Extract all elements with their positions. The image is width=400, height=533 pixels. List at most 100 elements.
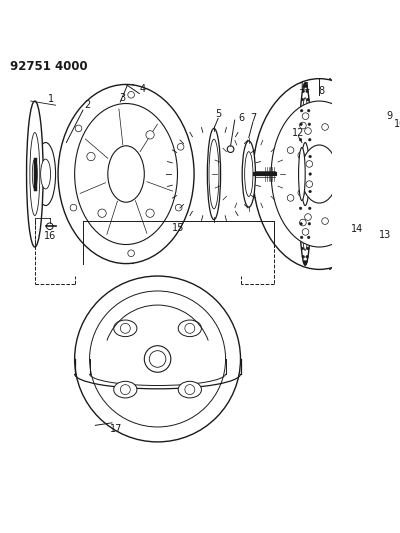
Circle shape (300, 219, 306, 226)
Circle shape (308, 223, 310, 225)
Circle shape (304, 262, 306, 265)
Circle shape (144, 346, 171, 372)
Ellipse shape (30, 133, 40, 215)
Text: 6: 6 (238, 112, 244, 123)
Text: 9: 9 (386, 111, 392, 121)
Circle shape (128, 250, 134, 256)
Ellipse shape (245, 151, 253, 197)
Text: 17: 17 (110, 424, 122, 434)
Circle shape (185, 324, 195, 333)
Circle shape (306, 255, 308, 258)
Circle shape (306, 160, 312, 167)
Circle shape (75, 125, 82, 132)
Ellipse shape (324, 79, 337, 269)
Circle shape (120, 324, 130, 333)
Circle shape (299, 190, 302, 193)
Circle shape (309, 155, 311, 158)
Circle shape (287, 147, 294, 154)
Circle shape (347, 155, 354, 161)
Circle shape (299, 155, 302, 158)
Circle shape (227, 146, 234, 152)
Ellipse shape (242, 141, 256, 207)
Text: 92751 4000: 92751 4000 (10, 60, 88, 74)
Ellipse shape (271, 101, 367, 247)
Ellipse shape (178, 381, 202, 398)
Ellipse shape (300, 98, 310, 251)
Circle shape (185, 385, 195, 394)
Ellipse shape (178, 320, 202, 337)
Ellipse shape (366, 156, 390, 192)
Text: 4: 4 (140, 84, 146, 94)
Circle shape (302, 90, 304, 93)
Circle shape (300, 122, 306, 129)
Circle shape (70, 204, 77, 211)
Circle shape (301, 247, 304, 250)
Circle shape (75, 276, 240, 442)
Ellipse shape (301, 145, 338, 203)
Circle shape (299, 173, 302, 175)
Circle shape (90, 291, 226, 427)
Circle shape (299, 207, 302, 209)
Circle shape (375, 154, 383, 161)
Circle shape (309, 173, 312, 175)
Ellipse shape (26, 101, 43, 247)
Circle shape (308, 123, 310, 125)
Circle shape (301, 98, 304, 101)
Circle shape (300, 223, 302, 225)
Ellipse shape (298, 148, 305, 200)
Ellipse shape (298, 83, 312, 265)
Text: 5: 5 (215, 109, 221, 119)
Ellipse shape (108, 146, 144, 202)
Circle shape (299, 139, 302, 141)
Text: 7: 7 (250, 112, 256, 123)
Text: 1: 1 (48, 94, 54, 104)
Ellipse shape (336, 148, 372, 200)
Circle shape (303, 261, 306, 263)
Circle shape (287, 195, 294, 201)
Circle shape (322, 218, 328, 224)
Circle shape (307, 98, 309, 101)
Circle shape (305, 85, 308, 87)
Text: 11: 11 (299, 82, 311, 92)
Ellipse shape (253, 79, 386, 269)
Circle shape (87, 152, 95, 160)
Circle shape (302, 113, 309, 119)
Ellipse shape (357, 157, 376, 191)
Circle shape (345, 195, 351, 201)
Ellipse shape (41, 159, 50, 189)
Circle shape (298, 152, 304, 158)
Circle shape (308, 109, 310, 112)
Text: 12: 12 (292, 127, 305, 138)
Text: 8: 8 (319, 86, 325, 96)
Text: 3: 3 (120, 93, 126, 103)
Text: 10: 10 (394, 119, 400, 130)
Circle shape (300, 123, 302, 125)
Circle shape (309, 190, 311, 193)
Circle shape (306, 181, 312, 188)
Ellipse shape (32, 159, 37, 189)
Ellipse shape (58, 84, 194, 264)
Ellipse shape (209, 139, 219, 209)
Circle shape (302, 255, 304, 258)
Text: 15: 15 (172, 223, 184, 233)
Circle shape (298, 190, 304, 196)
Ellipse shape (207, 128, 221, 220)
Circle shape (303, 85, 306, 87)
Ellipse shape (352, 151, 382, 197)
Circle shape (98, 209, 106, 217)
Circle shape (305, 261, 308, 263)
Circle shape (308, 207, 311, 209)
Text: 14: 14 (350, 224, 363, 234)
Text: 2: 2 (84, 100, 90, 110)
Circle shape (46, 223, 53, 230)
Ellipse shape (75, 103, 178, 245)
Circle shape (302, 229, 309, 235)
Circle shape (305, 214, 311, 220)
Circle shape (120, 385, 130, 394)
Ellipse shape (36, 142, 56, 206)
Circle shape (322, 124, 328, 130)
Ellipse shape (114, 381, 137, 398)
Circle shape (177, 143, 184, 150)
Ellipse shape (301, 142, 309, 206)
Ellipse shape (114, 320, 137, 337)
